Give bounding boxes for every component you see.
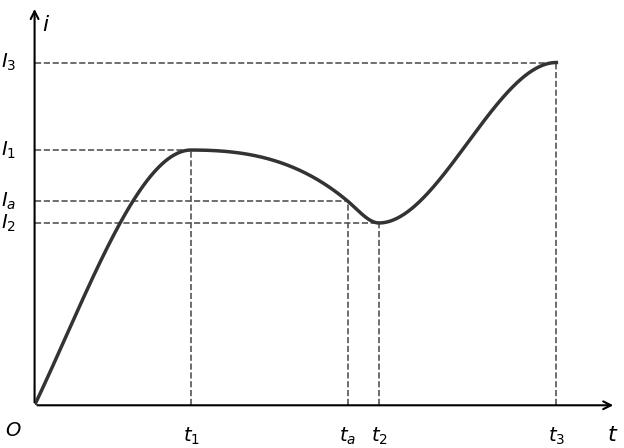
Text: $I_1$: $I_1$: [1, 139, 16, 161]
Text: $t$: $t$: [607, 424, 619, 446]
Text: $I_2$: $I_2$: [1, 212, 16, 233]
Text: $I_a$: $I_a$: [1, 190, 16, 212]
Text: $i$: $i$: [42, 14, 51, 36]
Text: $I_3$: $I_3$: [1, 52, 16, 73]
Text: $t_1$: $t_1$: [183, 425, 200, 447]
Text: $t_a$: $t_a$: [339, 425, 356, 447]
Text: $t_3$: $t_3$: [548, 425, 565, 447]
Text: $O$: $O$: [5, 422, 22, 439]
Text: $t_2$: $t_2$: [371, 425, 388, 447]
